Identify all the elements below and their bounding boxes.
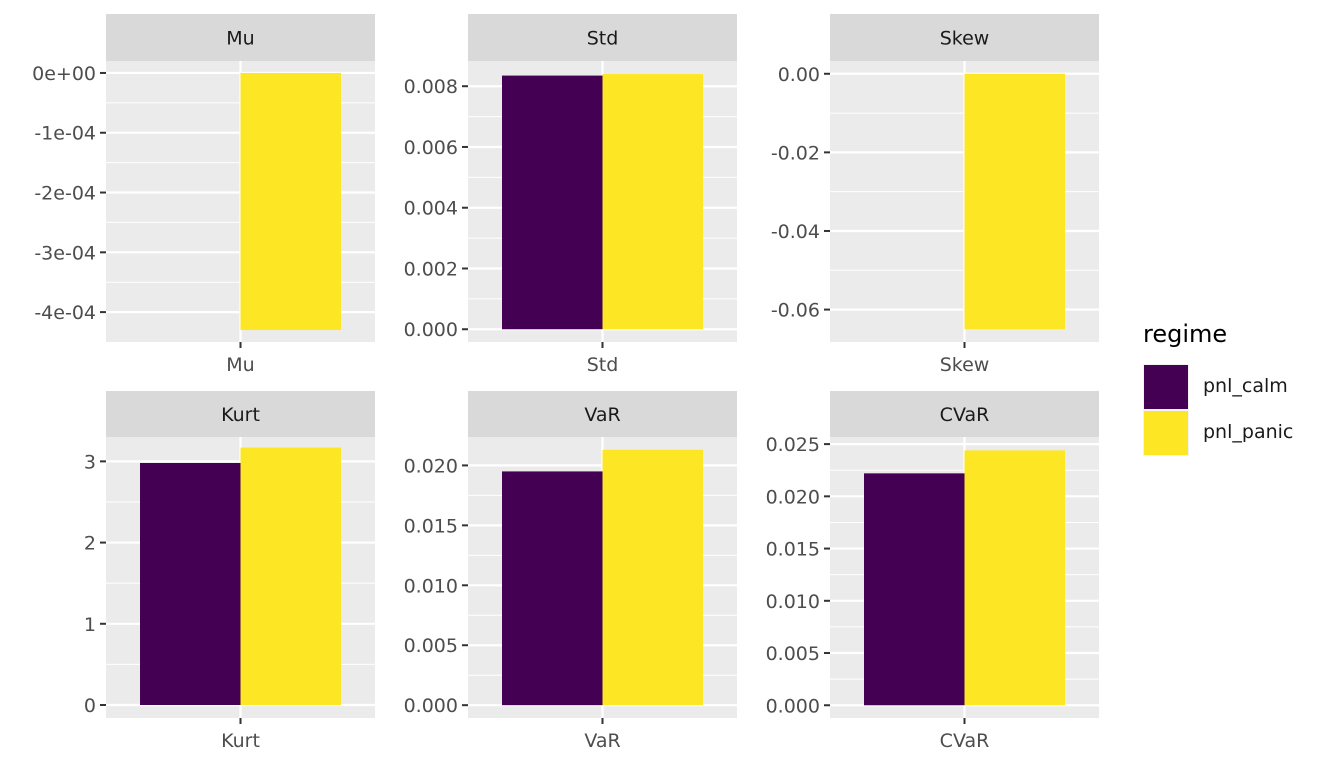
y-tick-label: 0.020 <box>766 486 820 508</box>
bar-cvar-pnl-calm <box>864 473 965 706</box>
strip-cvar <box>830 391 1099 437</box>
y-tick-label: 3 <box>84 451 96 473</box>
strip-var <box>468 391 737 437</box>
legend: regime pnl_calm pnl_panic <box>1143 320 1333 470</box>
y-tick-label: -3e-04 <box>34 242 96 264</box>
y-tick-label: -4e-04 <box>34 302 96 324</box>
bar-mu-pnl-panic <box>240 72 341 331</box>
y-tick-label: 0.020 <box>404 455 458 477</box>
strip-label-kurt: Kurt <box>221 404 260 426</box>
y-tick-label: -2e-04 <box>34 183 96 205</box>
panel-var: VaR 0.000 0.005 0.010 0.015 0.020 VaR <box>404 391 737 752</box>
y-tick-label: -0.04 <box>771 221 820 243</box>
y-tick-label: 0.000 <box>404 695 458 717</box>
panel-std: Std 0.000 0.002 0.004 0.006 0.008 Std <box>404 14 737 376</box>
panel-kurt: Kurt 0 1 2 3 Kurt <box>84 391 375 752</box>
legend-item-pnl-panic: pnl_panic <box>1143 410 1333 456</box>
panel-skew: Skew 0.00 -0.02 -0.04 -0.06 Skew <box>771 14 1099 376</box>
strip-label-skew: Skew <box>940 28 990 50</box>
bar-skew-pnl-panic <box>964 73 1065 330</box>
bar-var-pnl-calm <box>502 471 603 706</box>
y-tick-label: -0.02 <box>771 142 820 164</box>
strip-std <box>468 14 737 61</box>
bar-std-pnl-panic <box>602 74 703 330</box>
panel-cvar: CVaR 0.000 0.005 0.010 0.015 0.020 0.025 CVaR <box>766 391 1099 752</box>
x-tick-label-cvar: CVaR <box>940 730 990 752</box>
y-tick-label: 2 <box>84 533 96 555</box>
y-tick-label: 0.025 <box>766 434 820 456</box>
y-tick-label: 0.008 <box>404 76 458 98</box>
bar-kurt-pnl-panic <box>240 447 341 706</box>
legend-swatch-pnl-calm <box>1143 364 1189 410</box>
x-tick-label-mu: Mu <box>226 354 254 376</box>
legend-item-pnl-calm: pnl_calm <box>1143 364 1333 410</box>
legend-label-pnl-panic: pnl_panic <box>1203 421 1294 443</box>
y-tick-label: 0.005 <box>766 643 820 665</box>
legend-title: regime <box>1143 320 1228 348</box>
y-tick-label: 0.002 <box>404 258 458 280</box>
x-tick-label-kurt: Kurt <box>221 730 260 752</box>
y-tick-label: 0.010 <box>404 575 458 597</box>
x-tick-label-skew: Skew <box>940 354 990 376</box>
strip-label-var: VaR <box>584 404 620 426</box>
y-tick-label: 0.000 <box>766 695 820 717</box>
y-tick-label: -1e-04 <box>34 123 96 145</box>
panel-mu: Mu 0e+00 -1e-04 -2e-04 -3e-04 -4e-04 Mu <box>32 14 375 376</box>
bar-std-pnl-calm <box>502 75 603 330</box>
strip-kurt <box>106 391 375 437</box>
y-tick-label: 0.005 <box>404 635 458 657</box>
y-tick-label: 0.015 <box>404 515 458 537</box>
legend-label-pnl-calm: pnl_calm <box>1203 375 1288 397</box>
y-tick-label: 0.010 <box>766 591 820 613</box>
strip-label-cvar: CVaR <box>940 404 990 426</box>
y-tick-label: -0.06 <box>771 300 820 322</box>
y-tick-label: 0.015 <box>766 539 820 561</box>
y-tick-label: 0e+00 <box>32 63 96 85</box>
y-tick-label: 0 <box>84 695 96 717</box>
y-tick-label: 1 <box>84 614 96 636</box>
y-tick-label: 0.004 <box>404 198 458 220</box>
strip-skew <box>830 14 1099 61</box>
strip-label-std: Std <box>587 28 619 50</box>
bar-var-pnl-panic <box>602 449 703 706</box>
y-tick-label: 0.006 <box>404 137 458 159</box>
strip-mu <box>106 14 375 61</box>
strip-label-mu: Mu <box>226 28 254 50</box>
legend-swatch-pnl-panic <box>1143 410 1189 456</box>
y-tick-label: 0.00 <box>778 64 820 86</box>
bar-cvar-pnl-panic <box>964 450 1065 706</box>
x-tick-label-std: Std <box>587 354 619 376</box>
y-tick-label: 0.000 <box>404 319 458 341</box>
x-tick-label-var: VaR <box>584 730 620 752</box>
bar-kurt-pnl-calm <box>140 462 241 706</box>
